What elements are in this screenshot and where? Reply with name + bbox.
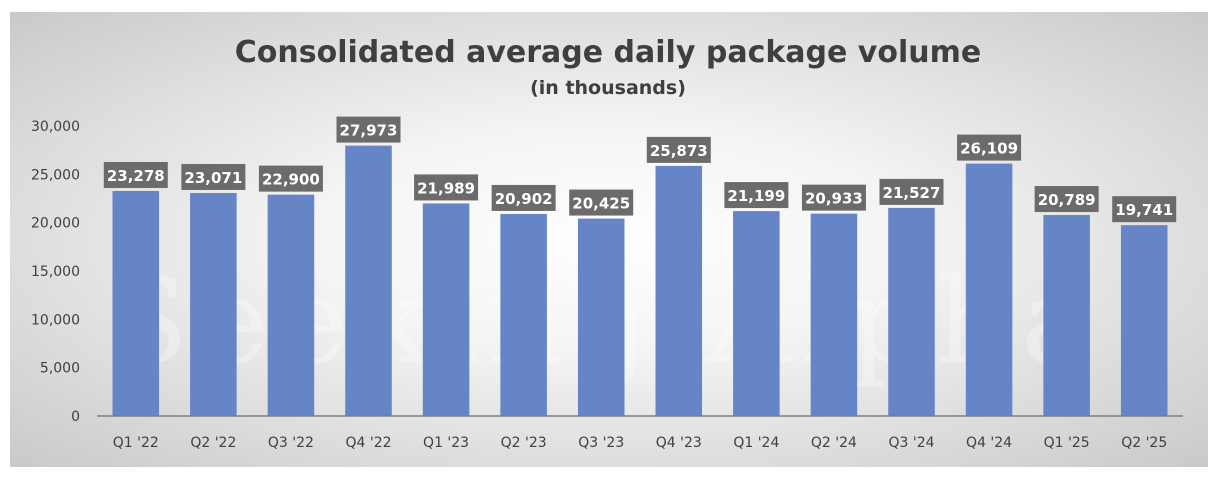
y-tick-label: 5,000: [40, 361, 80, 377]
data-label-text: 23,278: [107, 167, 165, 185]
x-tick-label: Q4 '23: [656, 435, 702, 451]
data-label-box: [414, 174, 479, 201]
data-label-box: [258, 165, 323, 192]
y-tick-label: 15,000: [31, 264, 80, 280]
chart-subtitle: (in thousands): [530, 77, 686, 99]
data-label-box: [1112, 196, 1177, 223]
y-axis: 0 5,000 10,000 15,000 20,000 25,000 30,000: [31, 119, 80, 425]
bar: [1043, 215, 1090, 416]
bar: [112, 190, 160, 416]
data-label: 20,933: [801, 184, 866, 211]
data-label-box: [879, 178, 944, 205]
data-label: 22,900: [258, 165, 323, 192]
data-label-text: 22,900: [262, 171, 320, 189]
data-label: 20,425: [569, 189, 634, 216]
x-tick-label: Q2 '24: [811, 435, 857, 451]
bars: [112, 145, 1168, 416]
data-label-text: 20,425: [572, 195, 630, 213]
data-label-text: 27,973: [340, 122, 398, 140]
data-label: 23,278: [103, 161, 168, 188]
data-label-box: [569, 189, 634, 216]
bar: [577, 218, 625, 416]
x-tick-label: Q3 '22: [268, 435, 314, 451]
data-label-box: [103, 161, 168, 188]
data-label-box: [957, 134, 1022, 161]
bar: [655, 165, 703, 416]
data-label-text: 26,109: [960, 140, 1018, 158]
x-tick-label: Q2 '25: [1121, 435, 1167, 451]
data-label: 19,741: [1112, 196, 1177, 223]
y-tick-label: 30,000: [31, 119, 80, 135]
data-label-text: 20,933: [805, 190, 863, 208]
data-label: 25,873: [646, 136, 711, 163]
bar: [422, 203, 470, 416]
x-tick-label: Q1 '22: [113, 435, 159, 451]
x-tick-label: Q4 '22: [345, 435, 391, 451]
chart-title: Consolidated average daily package volum…: [235, 35, 981, 70]
data-label-text: 20,902: [495, 190, 553, 208]
x-axis: Q1 '22 Q2 '22 Q3 '22 Q4 '22 Q1 '23 Q2 '23 Q3 '…: [97, 415, 1183, 451]
data-label-text: 21,989: [417, 179, 475, 197]
data-label: 21,527: [879, 178, 944, 205]
data-label-text: 23,071: [184, 169, 242, 187]
data-label-box: [181, 163, 246, 190]
bar: [965, 163, 1013, 416]
data-label: 21,199: [724, 182, 789, 209]
bar: [1120, 225, 1168, 416]
x-tick-label: Q1 '25: [1044, 435, 1090, 451]
data-label: 26,109: [957, 134, 1022, 161]
data-label-text: 21,199: [727, 187, 785, 205]
x-tick-label: Q2 '23: [501, 435, 547, 451]
data-label-text: 19,741: [1115, 201, 1173, 219]
x-tick-label: Q2 '22: [190, 435, 236, 451]
data-label-box: [801, 184, 866, 211]
data-label-text: 20,789: [1038, 191, 1096, 209]
bar: [500, 213, 547, 416]
data-label-text: 25,873: [650, 142, 708, 160]
x-tick-label: Q3 '24: [888, 435, 934, 451]
bar: [888, 207, 935, 416]
data-labels: 23,278 23,071 22,900 27,973 21,989 20,902 20,4…: [103, 116, 1177, 223]
data-label-box: [1034, 186, 1099, 213]
x-tick-label: Q1 '24: [733, 435, 779, 451]
data-label: 20,789: [1034, 186, 1099, 213]
bar: [345, 145, 392, 416]
y-tick-label: 20,000: [31, 216, 80, 232]
data-label-box: [646, 136, 711, 163]
data-label-box: [336, 116, 401, 143]
x-tick-label: Q3 '23: [578, 435, 624, 451]
data-label: 20,902: [491, 184, 556, 211]
bar: [267, 194, 315, 416]
bar: [810, 213, 858, 416]
y-tick-label: 10,000: [31, 312, 80, 328]
x-tick-label: Q4 '24: [966, 435, 1012, 451]
y-tick-label: 0: [71, 409, 80, 425]
data-label-text: 21,527: [883, 184, 941, 202]
bar: [190, 192, 237, 416]
x-tick-label: Q1 '23: [423, 435, 469, 451]
data-label: 23,071: [181, 163, 246, 190]
bar: [733, 211, 780, 416]
data-label: 21,989: [414, 174, 479, 201]
data-label-box: [724, 182, 789, 209]
data-label-box: [491, 184, 556, 211]
data-label: 27,973: [336, 116, 401, 143]
y-tick-label: 25,000: [31, 167, 80, 183]
